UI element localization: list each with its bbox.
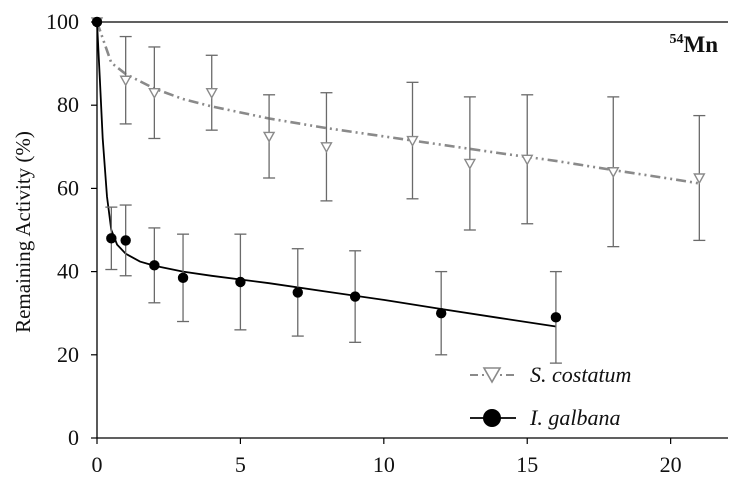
y-tick-label-20: 20 [57,342,79,367]
y-axis-label: Remaining Activity (%) [11,131,35,333]
point-i-galbana-6 [292,287,303,298]
point-s-costatum-7 [463,158,477,170]
point-i-galbana-1 [106,233,117,244]
x-tick-label-5: 5 [235,452,246,477]
point-s-costatum-3 [205,88,218,100]
point-s-costatum-9 [607,167,620,179]
point-s-costatum-1 [119,75,132,87]
axes [91,21,728,444]
x-tick-label-0: 0 [92,452,103,477]
legend-item-i-galbana: I. galbana [470,405,620,430]
point-i-galbana-8 [435,308,447,319]
y-tick-label-60: 60 [57,175,79,200]
point-s-costatum-2 [148,88,161,100]
legend-label-i-galbana: I. galbana [529,405,620,430]
x-tick-label-20: 20 [660,452,682,477]
point-s-costatum-4 [262,131,276,143]
point-s-costatum-10 [693,173,706,185]
point-i-galbana-0 [91,16,103,28]
point-s-costatum-8 [521,154,534,166]
x-tick-labels: 0 5 10 15 20 [92,452,682,477]
series-s-costatum [90,17,706,248]
point-i-galbana-9 [550,312,562,323]
point-i-galbana-5 [235,276,246,288]
legend-marker-i-galbana [483,409,501,427]
point-i-galbana-3 [149,260,160,271]
legend-marker-s-costatum [482,367,502,384]
legend-item-s-costatum: S. costatum [470,362,631,387]
point-i-galbana-7 [349,291,361,302]
isotope-mass-number: 54 [670,32,684,47]
legend-label-s-costatum: S. costatum [530,362,631,387]
point-i-galbana-4 [177,272,189,284]
y-tick-label-40: 40 [57,259,79,284]
legend: S. costatum I. galbana [470,362,631,430]
isotope-symbol: Mn [684,32,719,57]
x-tick-label-10: 10 [373,452,395,477]
fit-curve-s-costatum [95,21,700,185]
point-s-costatum-5 [320,142,333,154]
series-layer [90,16,706,364]
point-i-galbana-2 [120,235,131,246]
y-tick-label-80: 80 [57,92,79,117]
y-tick-labels: 0 20 40 60 80 100 [46,9,79,450]
series-i-galbana [91,16,562,364]
isotope-annotation: 54Mn [670,32,719,57]
y-tick-label-100: 100 [46,9,79,34]
point-s-costatum-6 [406,135,419,148]
x-tick-label-15: 15 [516,452,538,477]
y-tick-label-0: 0 [68,425,79,450]
